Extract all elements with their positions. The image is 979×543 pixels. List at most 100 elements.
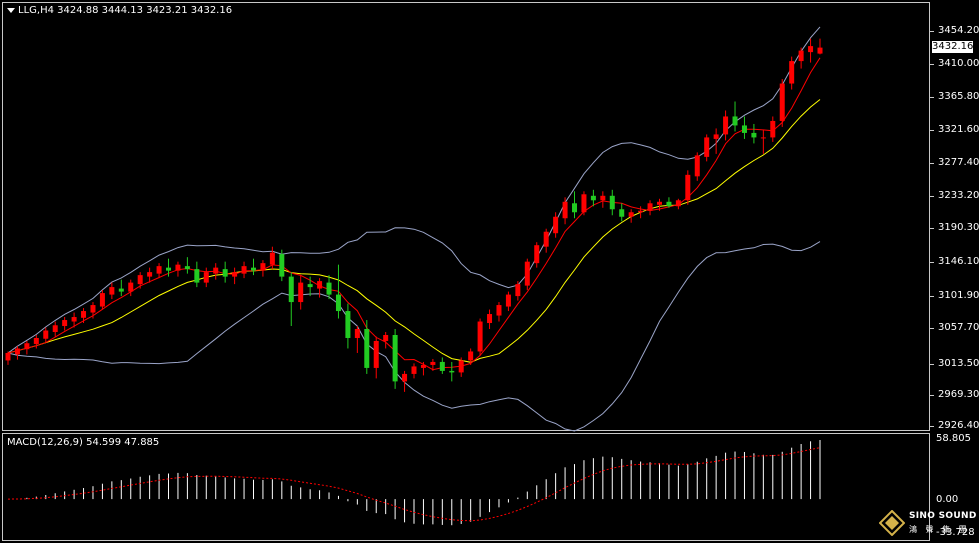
candle-body	[232, 272, 238, 277]
price-axis-tick	[930, 130, 934, 131]
candle-body	[543, 231, 549, 247]
candle-body	[439, 361, 445, 371]
price-axis-label: 3277.40	[938, 157, 979, 168]
candle-body	[553, 216, 559, 234]
candle-body	[590, 195, 596, 201]
candle-body	[817, 47, 823, 54]
price-axis-tick	[930, 426, 934, 427]
candle-body	[62, 320, 68, 327]
candle-body	[203, 272, 209, 283]
candle-body	[468, 351, 474, 361]
macd-signal-line	[7, 447, 821, 522]
candle-body	[52, 325, 58, 333]
candle-body	[402, 373, 408, 382]
candle-body	[307, 284, 313, 288]
price-axis-label: 3190.30	[938, 222, 979, 233]
price-axis-tick	[930, 64, 934, 65]
candle-body	[298, 282, 304, 303]
candle-body	[524, 261, 530, 286]
price-axis-tick	[930, 296, 934, 297]
candle-body	[562, 201, 568, 219]
bollinger-lower-band	[7, 241, 821, 432]
candle-body	[496, 305, 502, 316]
candle-body	[43, 330, 49, 339]
candle-body	[383, 334, 389, 341]
candle-body	[619, 209, 625, 217]
candle-body	[458, 360, 464, 373]
candle-body	[147, 272, 153, 277]
candle-body	[789, 61, 795, 84]
candle-body	[723, 116, 729, 135]
macd-header: MACD(12,26,9) 54.599 47.885	[7, 437, 160, 448]
moving-average-slow	[7, 99, 821, 363]
candle-body	[760, 137, 766, 139]
candle-body	[713, 134, 719, 139]
symbol-timeframe: LLG,H4	[18, 5, 54, 16]
candle-body	[5, 352, 11, 361]
candle-body	[420, 364, 426, 368]
candle-body	[656, 201, 662, 205]
price-axis-tick	[930, 196, 934, 197]
candle-body	[288, 276, 294, 303]
macd-indicator-area[interactable]	[2, 433, 930, 541]
candle-body	[81, 311, 87, 318]
candle-body	[732, 116, 738, 126]
moving-average-fast	[7, 57, 821, 371]
candle-body	[675, 200, 681, 207]
candle-body	[71, 317, 77, 322]
price-axis-label: 3146.10	[938, 256, 979, 267]
candle-body	[279, 254, 285, 277]
candle-body	[175, 264, 181, 271]
price-axis-tick	[930, 364, 934, 365]
candle-body	[392, 334, 398, 382]
price-axis-tick	[930, 395, 934, 396]
price-axis-label: 2969.30	[938, 389, 979, 400]
price-axis-label: 3410.00	[938, 58, 979, 69]
candle-body	[90, 305, 96, 313]
candle-body	[534, 245, 540, 264]
candle-body	[14, 348, 20, 355]
candle-body	[694, 155, 700, 177]
bollinger-upper-band	[7, 26, 821, 354]
candle-body	[166, 267, 172, 271]
candle-body	[808, 46, 814, 53]
candle-body	[572, 203, 578, 213]
candle-body	[317, 281, 323, 289]
price-axis-label: 2926.40	[938, 420, 979, 431]
price-axis-label: 3454.20	[938, 25, 979, 36]
candle-body	[779, 83, 785, 121]
dropdown-triangle-icon[interactable]	[7, 7, 15, 13]
price-axis-label: 3233.20	[938, 190, 979, 201]
candle-body	[241, 266, 247, 274]
candle-body	[364, 329, 370, 368]
candle-body	[477, 321, 483, 352]
candle-body	[449, 370, 455, 373]
chart-header: LLG,H4 3424.88 3444.13 3423.21 3432.16	[7, 5, 232, 17]
candle-body	[741, 125, 747, 133]
candle-body	[326, 282, 332, 295]
candle-body	[99, 293, 105, 307]
candle-body	[704, 137, 710, 157]
candle-body	[250, 267, 256, 271]
candle-body	[770, 120, 776, 138]
price-axis-label: 3101.90	[938, 290, 979, 301]
candle-body	[628, 212, 634, 217]
macd-axis-zero: 0.00	[936, 494, 959, 505]
candle-body	[411, 366, 417, 374]
price-axis-label: 3321.60	[938, 124, 979, 135]
candle-body	[647, 203, 653, 211]
price-axis-label: 3013.50	[938, 358, 979, 369]
candle-body	[430, 361, 436, 365]
candle-body	[487, 314, 493, 324]
price-axis-tick	[930, 163, 934, 164]
candle-body	[213, 267, 219, 274]
price-axis-label: 3365.80	[938, 91, 979, 102]
candle-body	[222, 269, 228, 277]
candle-body	[109, 287, 115, 295]
macd-axis-max: 58.805	[936, 433, 971, 444]
main-chart-area[interactable]	[2, 2, 930, 431]
candle-body	[260, 263, 266, 271]
candle-body	[354, 329, 360, 338]
